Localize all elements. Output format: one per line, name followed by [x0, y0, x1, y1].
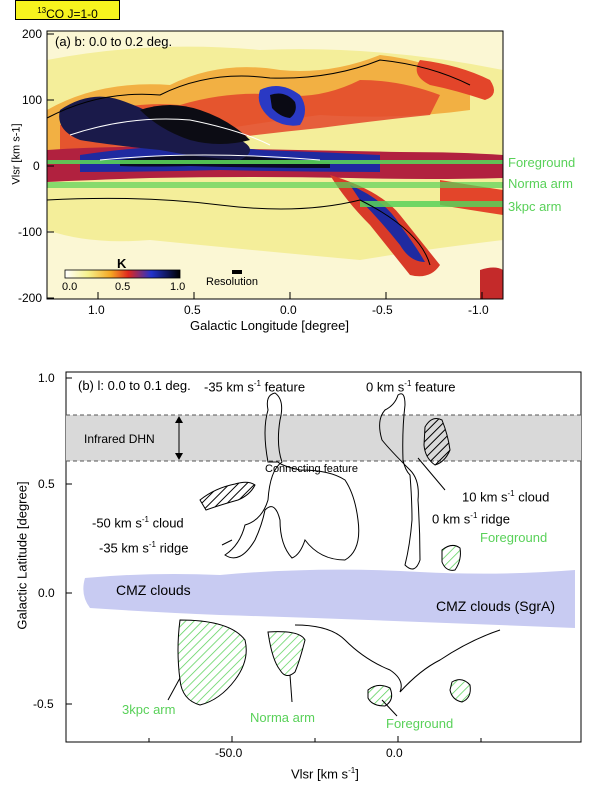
- annot-3kpc-a: 3kpc arm: [508, 199, 562, 214]
- cloud-m50: [199, 481, 256, 511]
- pv-map: [47, 31, 503, 299]
- label-ridge-m35: -35 km s-1 ridge: [99, 540, 189, 556]
- colorbar-unit: K: [117, 256, 127, 271]
- panel-b-title: (b) l: 0.0 to 0.1 deg.: [78, 378, 191, 393]
- xtick-a-1: 0.5: [184, 303, 201, 317]
- ytick-a-2: 0: [33, 159, 40, 173]
- colorbar-tick-0: 0.0: [62, 281, 78, 293]
- colorbar-tick-1: 0.5: [115, 281, 131, 293]
- label-ridge-0: 0 km s-1 ridge: [432, 511, 510, 527]
- xtick-b-0: -50.0: [215, 746, 243, 760]
- label-norma-b: Norma arm: [250, 710, 316, 725]
- xtick-a-4: -1.0: [468, 303, 489, 317]
- molecule-tag: 13CO J=1-0: [15, 0, 120, 21]
- annot-foreground-a: Foreground: [508, 155, 576, 170]
- xtick-a-2: 0.0: [280, 303, 297, 317]
- colorbar-tick-2: 1.0: [170, 281, 186, 293]
- panel-b-xlabel: Vlsr [km s-1]: [291, 766, 359, 782]
- region-norma: [267, 631, 306, 676]
- label-foreground-bottom: Foreground: [386, 716, 454, 731]
- dhn-band: [66, 415, 581, 461]
- region-foreground-top: [441, 544, 461, 571]
- label-3kpc-b: 3kpc arm: [122, 702, 176, 717]
- panel-a-title: (a) b: 0.0 to 0.2 deg.: [55, 34, 173, 49]
- xtick-a-3: -0.5: [372, 303, 393, 317]
- region-foreground-bottom: [367, 684, 393, 707]
- ytick-b-0: 1.0: [38, 371, 55, 385]
- cloud-10: [423, 418, 451, 466]
- ytick-b-3: -0.5: [33, 697, 54, 711]
- annot-norma-a: Norma arm: [508, 176, 574, 191]
- label-cmz-left: CMZ clouds: [116, 582, 191, 598]
- ytick-a-0: 200: [22, 27, 43, 41]
- resolution-marker: [232, 270, 242, 274]
- xtick-b-1: 0.0: [386, 746, 403, 760]
- label-cloud-10: 10 km s-1 cloud: [462, 489, 550, 505]
- ytick-b-2: 0.0: [38, 586, 55, 600]
- label-connecting-feature: Connecting feature: [265, 463, 358, 475]
- label-feature-0: 0 km s-1 feature: [366, 379, 456, 395]
- label-infrared-dhn: Infrared DHN: [84, 432, 155, 446]
- panel-b-ylabel: Galactic Latitude [degree]: [14, 481, 30, 630]
- ytick-b-1: 0.5: [38, 477, 55, 491]
- panel-a-ticks: [47, 33, 483, 299]
- region-foreground-bottom-2: [449, 679, 471, 703]
- ytick-a-1: 100: [22, 93, 43, 107]
- colorbar: [64, 269, 181, 279]
- resolution-label: Resolution: [206, 276, 258, 288]
- label-foreground-top: Foreground: [480, 530, 548, 545]
- ytick-a-4: -200: [18, 291, 43, 305]
- region-3kpc: [177, 619, 247, 706]
- ytick-a-3: -100: [18, 225, 43, 239]
- panel-a-xlabel: Galactic Longitude [degree]: [190, 318, 349, 333]
- cmz-band: [83, 569, 575, 628]
- xtick-a-0: 1.0: [88, 303, 105, 317]
- label-feature-m35: -35 km s-1 feature: [204, 379, 306, 395]
- label-cloud-m50: -50 km s-1 cloud: [92, 515, 184, 531]
- label-cmz-right: CMZ clouds (SgrA): [436, 598, 556, 614]
